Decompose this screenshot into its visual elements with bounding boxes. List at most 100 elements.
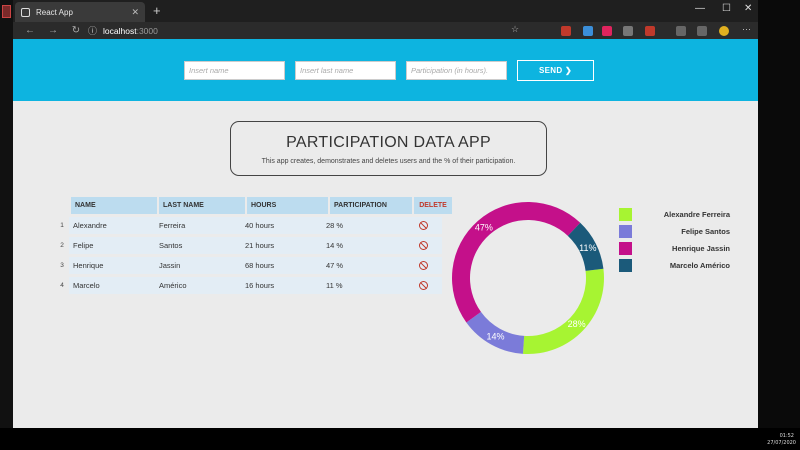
send-button[interactable]: SEND ❯ <box>517 60 594 81</box>
delete-cell <box>404 256 442 274</box>
participation-input[interactable] <box>406 61 507 80</box>
extension-icon[interactable] <box>623 26 633 36</box>
legend-label: Felipe Santos <box>681 227 730 236</box>
cell-name: Felipe <box>69 236 155 254</box>
row-index: 1 <box>60 221 64 229</box>
donut-slice[interactable] <box>466 311 525 354</box>
donut-slice[interactable] <box>451 201 581 323</box>
address-bar[interactable]: ⓘ localhost :3000 <box>88 23 518 38</box>
participation-table: NAME LAST NAME HOURS PARTICIPATION DELET… <box>55 195 454 295</box>
extension-icon[interactable] <box>583 26 593 36</box>
column-header-hours: HOURS <box>247 196 328 214</box>
column-header-delete: DELETE <box>414 196 452 214</box>
avatar[interactable] <box>719 26 729 36</box>
favorite-star-icon[interactable]: ☆ <box>511 24 520 34</box>
taskbar <box>0 428 800 450</box>
menu-icon[interactable]: ⋯ <box>742 24 751 34</box>
extension-icon[interactable] <box>602 26 612 36</box>
cell-participation: 28 % <box>322 216 404 234</box>
desktop-background <box>758 0 800 450</box>
row-index: 4 <box>60 281 64 289</box>
taskbar-clock: 01:52 <box>779 433 794 439</box>
page-icon <box>21 7 30 17</box>
address-port: :3000 <box>136 25 158 36</box>
legend-label: Marcelo Américo <box>669 261 730 270</box>
form-header: SEND ❯ <box>13 39 758 101</box>
extension-icon[interactable] <box>645 26 655 36</box>
delete-cell <box>404 216 442 234</box>
legend-swatch <box>619 208 632 221</box>
delete-icon[interactable] <box>418 220 428 230</box>
close-tab-icon[interactable]: ✕ <box>131 6 139 17</box>
minimize-icon[interactable]: — <box>695 3 705 14</box>
refresh-button[interactable]: ↻ <box>71 25 81 36</box>
column-header-last-name: LAST NAME <box>159 196 245 214</box>
address-host: localhost <box>103 25 137 36</box>
legend-item: Marcelo Américo <box>619 257 730 274</box>
desktop-app-icon[interactable] <box>2 5 11 18</box>
delete-icon[interactable] <box>418 240 428 250</box>
cell-last-name: Ferreira <box>155 216 241 234</box>
cell-participation: 14 % <box>322 236 404 254</box>
maximize-icon[interactable]: ☐ <box>722 3 731 14</box>
cell-name: Alexandre <box>69 216 155 234</box>
page-title: PARTICIPATION DATA APP <box>286 134 491 151</box>
column-header-name: NAME <box>71 196 157 214</box>
cell-last-name: Jassin <box>155 256 241 274</box>
legend-label: Henrique Jassin <box>672 244 730 253</box>
table-row: 1 Alexandre Ferreira 40 hours 28 % <box>55 215 454 235</box>
table-row: 2 Felipe Santos 21 hours 14 % <box>55 235 454 255</box>
index-header <box>55 197 69 214</box>
chart-legend: Alexandre Ferreira Felipe Santos Henrique … <box>619 206 730 274</box>
donut-slice[interactable] <box>522 268 604 354</box>
delete-icon[interactable] <box>418 260 428 270</box>
tab-strip: React App ✕ + — ☐ ✕ <box>13 0 758 22</box>
new-tab-button[interactable]: + <box>153 3 161 18</box>
browser-toolbar: ← → ↻ ⓘ localhost :3000 ☆ ⋯ <box>13 22 758 39</box>
cell-hours: 40 hours <box>241 216 322 234</box>
legend-swatch <box>619 259 632 272</box>
slice-label: 14% <box>487 332 505 342</box>
page-viewport: SEND ❯ PARTICIPATION DATA APP This app c… <box>13 39 758 450</box>
cell-participation: 47 % <box>322 256 404 274</box>
slice-label: 47% <box>475 223 493 233</box>
legend-swatch <box>619 225 632 238</box>
delete-cell <box>404 236 442 254</box>
cell-hours: 16 hours <box>241 276 322 294</box>
column-header-participation: PARTICIPATION <box>330 196 412 214</box>
slice-label: 11% <box>579 243 596 253</box>
table-body: 1 Alexandre Ferreira 40 hours 28 % 2 Felipe San… <box>55 215 454 295</box>
cell-name: Marcelo <box>69 276 155 294</box>
extension-icon[interactable] <box>561 26 571 36</box>
collections-icon[interactable] <box>676 26 686 36</box>
back-button[interactable]: ← <box>25 25 35 36</box>
cell-name: Henrique <box>69 256 155 274</box>
desktop-background <box>0 0 13 450</box>
delete-icon[interactable] <box>418 280 428 290</box>
row-index: 2 <box>60 241 64 249</box>
cell-participation: 11 % <box>322 276 404 294</box>
legend-item: Henrique Jassin <box>619 240 730 257</box>
tab-title: React App <box>36 7 73 17</box>
table-row: 3 Henrique Jassin 68 hours 47 % <box>55 255 454 275</box>
table-header: NAME LAST NAME HOURS PARTICIPATION DELET… <box>55 195 454 215</box>
donut-slice[interactable] <box>567 222 604 271</box>
taskbar-date: 27/07/2020 <box>767 440 796 446</box>
last-name-input[interactable] <box>295 61 396 80</box>
legend-item: Alexandre Ferreira <box>619 206 730 223</box>
cell-hours: 21 hours <box>241 236 322 254</box>
legend-item: Felipe Santos <box>619 223 730 240</box>
site-info-icon[interactable]: ⓘ <box>88 26 98 36</box>
table-row: 4 Marcelo Américo 16 hours 11 % <box>55 275 454 295</box>
participation-donut-chart: 28% 14% 47% 11% <box>451 201 604 354</box>
page-subtitle: This app creates, demonstrates and delet… <box>261 158 516 165</box>
first-name-input[interactable] <box>184 61 285 80</box>
cell-hours: 68 hours <box>241 256 322 274</box>
close-window-icon[interactable]: ✕ <box>744 3 753 14</box>
share-icon[interactable] <box>697 26 707 36</box>
row-index: 3 <box>60 261 64 269</box>
delete-cell <box>404 276 442 294</box>
forward-button[interactable]: → <box>48 25 58 36</box>
browser-tab[interactable]: React App ✕ <box>15 2 145 22</box>
